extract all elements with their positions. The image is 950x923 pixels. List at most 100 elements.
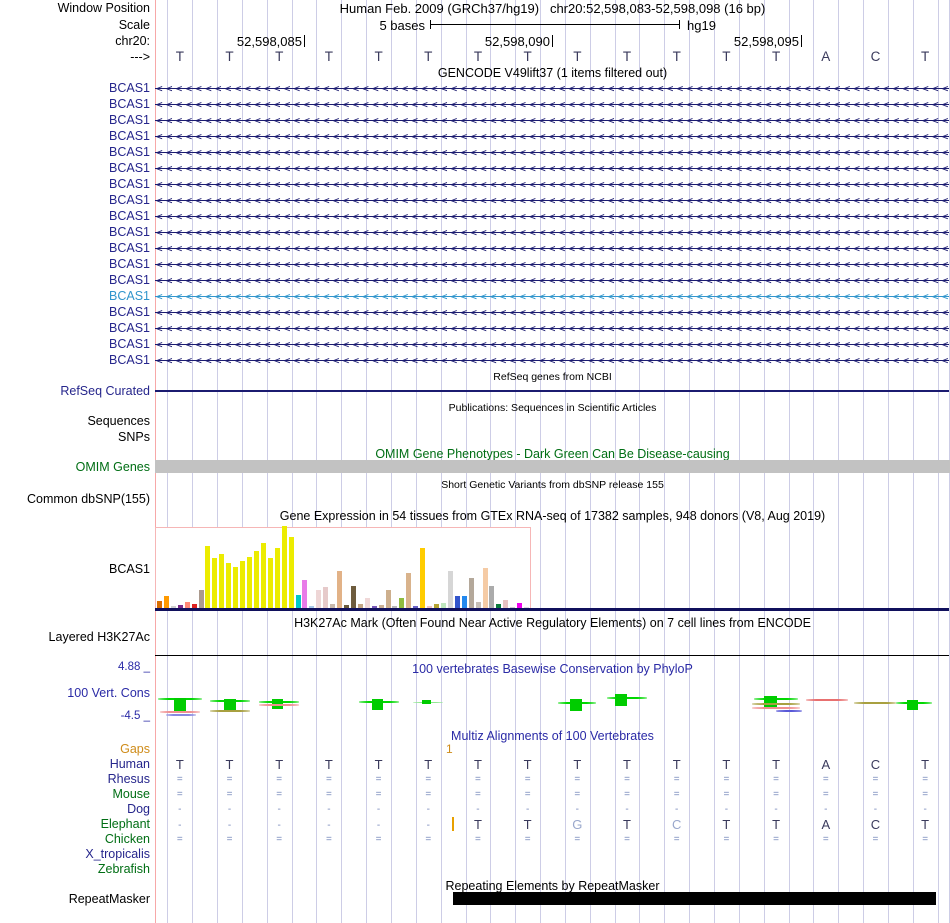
h3k27ac-label[interactable]: Layered H3K27Ac — [48, 630, 150, 644]
gtex-gene-label[interactable]: BCAS1 — [109, 562, 150, 576]
gtex-tissue-bar — [330, 604, 336, 608]
gene-label[interactable]: BCAS1 — [109, 289, 150, 303]
gene-label[interactable]: BCAS1 — [109, 209, 150, 223]
multiz-track-title: Multiz Alignments of 100 Vertebrates — [451, 729, 654, 743]
gencode-transcript-row[interactable]: BCAS1 <<<<<<<<<<<<<<<<<<<<<<<<<<<<<<<<<<<… — [0, 337, 950, 353]
multiz-gaps-label[interactable]: Gaps — [120, 742, 150, 756]
refseq-gene-item[interactable] — [155, 390, 949, 392]
conservation-label[interactable]: 100 Vert. Cons — [67, 686, 150, 700]
gencode-transcript-row[interactable]: BCAS1 <<<<<<<<<<<<<<<<<<<<<<<<<<<<<<<<<<<… — [0, 193, 950, 209]
omim-genes-label[interactable]: OMIM Genes — [75, 460, 150, 474]
strand-arrows-left: <<<<<<<<<<<<<<<<<<<<<<<<<<<<<<<<<<<<<<<<… — [156, 306, 949, 319]
alignment-insert-marker — [452, 817, 455, 831]
multiz-species-row[interactable]: Human T T T T T T T T T T T T T A C T — [0, 757, 950, 772]
alignment-base: T — [473, 757, 482, 772]
gencode-transcript-row[interactable]: BCAS1 <<<<<<<<<<<<<<<<<<<<<<<<<<<<<<<<<<<… — [0, 129, 950, 145]
conservation-mark — [752, 703, 800, 705]
transcript-line — [155, 136, 949, 137]
strand-arrows-left: <<<<<<<<<<<<<<<<<<<<<<<<<<<<<<<<<<<<<<<<… — [156, 322, 949, 335]
gene-label[interactable]: BCAS1 — [109, 193, 150, 207]
transcript-line — [155, 296, 949, 297]
gencode-transcript-row[interactable]: BCAS1 <<<<<<<<<<<<<<<<<<<<<<<<<<<<<<<<<<<… — [0, 273, 950, 289]
multiz-species-row[interactable]: Mouse = = = = = = = = = = = = = = = = — [0, 787, 950, 802]
omim-gene-item[interactable] — [155, 460, 950, 473]
common-dbsnp-label[interactable]: Common dbSNP(155) — [27, 492, 150, 506]
refseq-curated-label[interactable]: RefSeq Curated — [60, 384, 150, 398]
strand-arrows-left: <<<<<<<<<<<<<<<<<<<<<<<<<<<<<<<<<<<<<<<<… — [156, 290, 949, 303]
gtex-tissue-bar — [337, 571, 343, 608]
conservation-track-title: 100 vertebrates Basewise Conservation by… — [412, 662, 693, 676]
sequence-base: T — [324, 49, 334, 64]
multiz-species-row[interactable]: X_tropicalis — [0, 847, 950, 862]
multiz-species-row[interactable]: Chicken = = = = = = = = = = = = = = = = — [0, 832, 950, 847]
gene-label[interactable]: BCAS1 — [109, 257, 150, 271]
sequences-label[interactable]: Sequences — [87, 414, 150, 428]
gene-label[interactable]: BCAS1 — [109, 241, 150, 255]
gencode-transcript-row[interactable]: BCAS1 <<<<<<<<<<<<<<<<<<<<<<<<<<<<<<<<<<<… — [0, 257, 950, 273]
gene-label[interactable]: BCAS1 — [109, 321, 150, 335]
omim-track-title: OMIM Gene Phenotypes - Dark Green Can Be… — [375, 447, 730, 461]
gene-label[interactable]: BCAS1 — [109, 337, 150, 351]
gencode-transcript-row[interactable]: BCAS1 <<<<<<<<<<<<<<<<<<<<<<<<<<<<<<<<<<<… — [0, 321, 950, 337]
strand-arrows-left: <<<<<<<<<<<<<<<<<<<<<<<<<<<<<<<<<<<<<<<<… — [156, 226, 949, 239]
multiz-species-label[interactable]: Human — [109, 757, 150, 771]
multiz-species-label[interactable]: Dog — [127, 802, 150, 816]
sequence-base: T — [473, 49, 483, 64]
repeatmasker-element[interactable] — [453, 892, 936, 905]
transcript-line — [155, 104, 949, 105]
multiz-species-row[interactable]: Zebrafish — [0, 862, 950, 877]
snps-label[interactable]: SNPs — [118, 430, 150, 444]
multiz-species-label[interactable]: Zebrafish — [97, 862, 150, 876]
gene-label[interactable]: BCAS1 — [109, 145, 150, 159]
alignment-symbol: = — [524, 789, 531, 800]
alignment-base: T — [623, 817, 631, 832]
gencode-transcript-row[interactable]: BCAS1 <<<<<<<<<<<<<<<<<<<<<<<<<<<<<<<<<<<… — [0, 113, 950, 129]
transcript-line — [155, 232, 949, 233]
gtex-tissue-bar — [503, 600, 509, 608]
gtex-tissue-bar — [489, 586, 495, 608]
gene-label[interactable]: BCAS1 — [109, 129, 150, 143]
gencode-transcript-row[interactable]: BCAS1 <<<<<<<<<<<<<<<<<<<<<<<<<<<<<<<<<<<… — [0, 161, 950, 177]
multiz-species-label[interactable]: Chicken — [104, 832, 150, 846]
alignment-symbol: = — [475, 774, 481, 785]
multiz-species-row[interactable]: Rhesus = = = = = = = = = = = = = = = = — [0, 772, 950, 787]
gencode-transcript-row[interactable]: BCAS1 <<<<<<<<<<<<<<<<<<<<<<<<<<<<<<<<<<<… — [0, 305, 950, 321]
gencode-transcript-row[interactable]: BCAS1 <<<<<<<<<<<<<<<<<<<<<<<<<<<<<<<<<<<… — [0, 241, 950, 257]
gene-label[interactable]: BCAS1 — [109, 81, 150, 95]
strand-arrows-left: <<<<<<<<<<<<<<<<<<<<<<<<<<<<<<<<<<<<<<<<… — [156, 274, 949, 287]
gencode-transcript-row[interactable]: BCAS1 <<<<<<<<<<<<<<<<<<<<<<<<<<<<<<<<<<<… — [0, 225, 950, 241]
gene-label[interactable]: BCAS1 — [109, 161, 150, 175]
sequence-base: T — [573, 49, 582, 64]
gene-label[interactable]: BCAS1 — [109, 273, 150, 287]
gencode-transcript-row[interactable]: BCAS1 <<<<<<<<<<<<<<<<<<<<<<<<<<<<<<<<<<<… — [0, 97, 950, 113]
gene-label[interactable]: BCAS1 — [109, 353, 150, 367]
gencode-transcript-row[interactable]: BCAS1 <<<<<<<<<<<<<<<<<<<<<<<<<<<<<<<<<<<… — [0, 145, 950, 161]
alignment-symbol: = — [226, 789, 233, 800]
gtex-chart-frame[interactable] — [155, 527, 531, 608]
gene-label[interactable]: BCAS1 — [109, 177, 150, 191]
gencode-transcript-row[interactable]: BCAS1 <<<<<<<<<<<<<<<<<<<<<<<<<<<<<<<<<<<… — [0, 209, 950, 225]
gencode-transcript-row[interactable]: BCAS1 <<<<<<<<<<<<<<<<<<<<<<<<<<<<<<<<<<<… — [0, 289, 950, 305]
gencode-transcript-row[interactable]: BCAS1 <<<<<<<<<<<<<<<<<<<<<<<<<<<<<<<<<<<… — [0, 177, 950, 193]
gtex-tissue-bar — [170, 606, 176, 608]
gene-label[interactable]: BCAS1 — [109, 225, 150, 239]
gencode-transcript-row[interactable]: BCAS1 <<<<<<<<<<<<<<<<<<<<<<<<<<<<<<<<<<<… — [0, 353, 950, 369]
gene-label[interactable]: BCAS1 — [109, 97, 150, 111]
gene-label[interactable]: BCAS1 — [109, 113, 150, 127]
multiz-species-label[interactable]: Mouse — [112, 787, 150, 801]
alignment-symbol: = — [176, 834, 183, 845]
multiz-species-row[interactable]: Elephant - - - - - - T T G T C T T A C T — [0, 817, 950, 832]
gene-label[interactable]: BCAS1 — [109, 305, 150, 319]
gencode-transcript-row[interactable]: BCAS1 <<<<<<<<<<<<<<<<<<<<<<<<<<<<<<<<<<<… — [0, 81, 950, 97]
multiz-species-row[interactable]: Dog - - - - - - - - - - - - - - - - — [0, 802, 950, 817]
multiz-species-label[interactable]: Rhesus — [107, 772, 150, 786]
conservation-mark — [259, 704, 299, 706]
multiz-species-label[interactable]: X_tropicalis — [85, 847, 150, 861]
repeatmasker-label[interactable]: RepeatMasker — [68, 892, 150, 906]
alignment-symbol: = — [574, 774, 581, 785]
conservation-max-label: 4.88 _ — [118, 661, 150, 673]
multiz-species-label[interactable]: Elephant — [100, 817, 150, 831]
repeatmasker-track-title: Repeating Elements by RepeatMasker — [445, 879, 660, 893]
gtex-tissue-bar — [461, 596, 467, 608]
sequence-base: T — [424, 49, 433, 64]
